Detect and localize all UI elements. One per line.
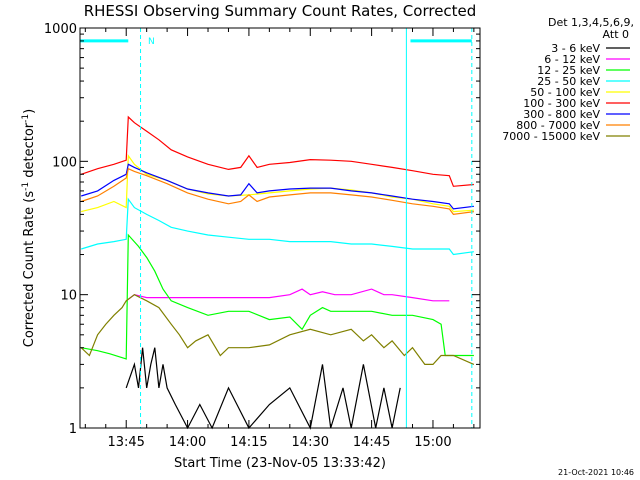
series-line-7 — [81, 167, 474, 216]
x-axis: 13:45 14:00 14:15 14:30 14:45 15:00 — [84, 28, 475, 450]
x-axis-label: Start Time (23-Nov-05 13:33:42) — [174, 456, 386, 471]
legend-label: 7000 - 15000 keV — [502, 130, 600, 143]
x-tick-label: 13:45 — [107, 435, 144, 450]
y-tick-label: 10 — [60, 289, 77, 304]
timestamp: 21-Oct-2021 10:46 — [558, 468, 634, 477]
legend-label: 800 - 7000 keV — [516, 119, 600, 132]
x-tick-label: 14:15 — [230, 435, 267, 450]
x-tick-label: 14:00 — [169, 435, 206, 450]
y-axis-label: Corrected Count Rate (s-1 detector-1) — [21, 109, 37, 347]
legend-header-line-1: Det 1,3,4,5,6,9, — [548, 16, 634, 29]
legend-label: 6 - 12 keV — [544, 53, 600, 66]
y-tick-label: 1 — [69, 422, 77, 437]
plot-frame — [79, 27, 481, 429]
chart-title: RHESSI Observing Summary Count Rates, Co… — [84, 2, 477, 20]
series-line-2 — [81, 233, 474, 360]
y-axis-label-mid: detector — [22, 122, 37, 182]
y-axis-label-main: Corrected Count Rate (s — [22, 191, 37, 348]
x-tick-label: 14:45 — [353, 435, 390, 450]
series-line-3 — [81, 197, 474, 256]
x-tick-label: 14:30 — [292, 435, 329, 450]
annotation-n: N — [148, 37, 155, 47]
legend-label: 100 - 300 keV — [523, 97, 600, 110]
series-line-0 — [125, 347, 401, 430]
legend-label: 3 - 6 keV — [551, 42, 600, 55]
series-line-6 — [81, 163, 474, 210]
legend-label: 300 - 800 keV — [523, 108, 600, 121]
series-line-5 — [81, 115, 474, 187]
y-axis-label-sup2: -1 — [21, 114, 31, 123]
legend-header-line-2: Att 0 — [603, 28, 629, 41]
legend-label: 50 - 100 keV — [530, 86, 600, 99]
y-tick-label: 1000 — [44, 22, 77, 37]
legend-label: 12 - 25 keV — [537, 64, 600, 77]
x-tick-label: 15:00 — [414, 435, 451, 450]
y-axis-label-close: ) — [22, 109, 37, 114]
legend-label: 25 - 50 keV — [537, 75, 600, 88]
series-line-8 — [80, 293, 475, 365]
series-line-1 — [125, 288, 450, 302]
y-axis-label-sup: -1 — [21, 182, 31, 191]
y-axis: 1 10 100 1000 — [44, 22, 480, 437]
y-tick-label: 100 — [52, 155, 77, 170]
